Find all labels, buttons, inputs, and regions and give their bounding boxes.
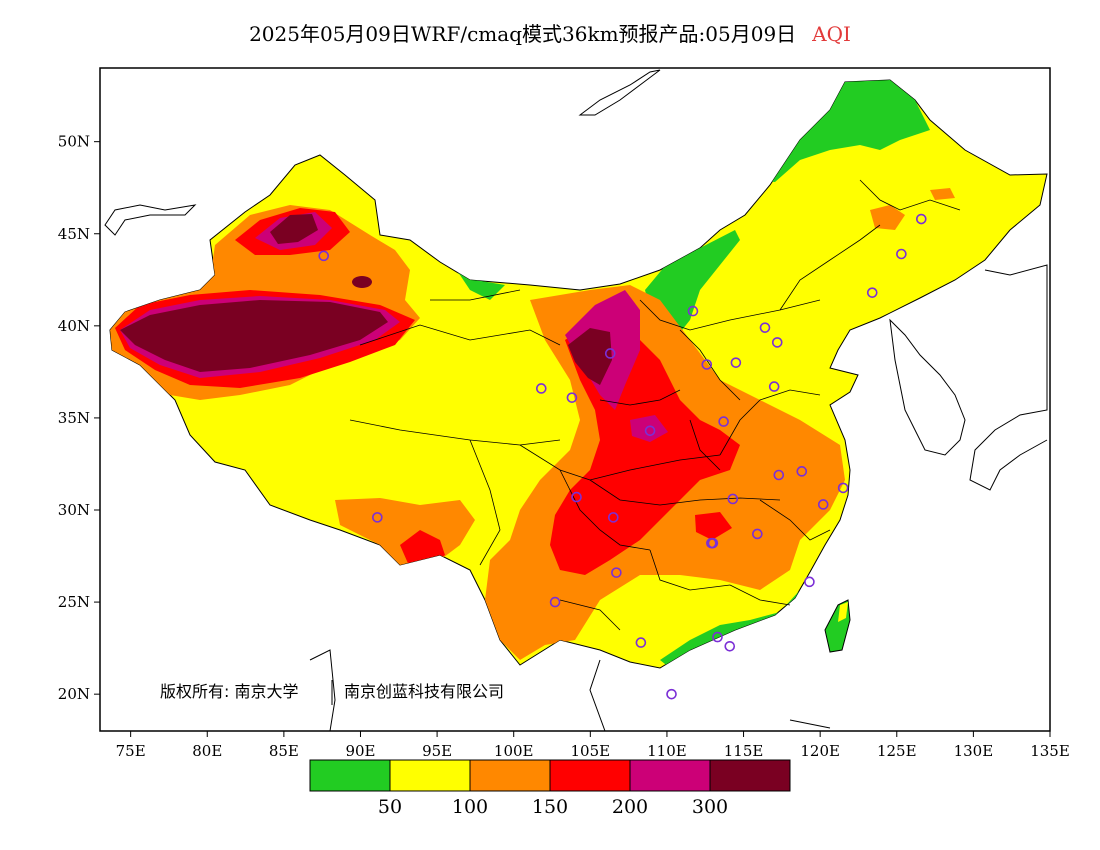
y-tick-label: 30N xyxy=(58,501,90,519)
copyright-part1: 版权所有: 南京大学 xyxy=(160,682,298,701)
caspian-outline xyxy=(104,204,197,236)
station-marker xyxy=(706,537,717,549)
y-tick-label: 25N xyxy=(58,593,90,611)
copyright-part2: 南京创蓝科技有限公司 xyxy=(344,682,504,701)
x-tick-label: 95E xyxy=(422,742,452,760)
x-tick-label: 115E xyxy=(724,742,764,760)
legend-label: 200 xyxy=(612,796,648,818)
x-tick-label: 90E xyxy=(345,742,375,760)
station-marker xyxy=(837,482,849,494)
band-unhealthy-hunan xyxy=(695,512,732,540)
station-marker xyxy=(549,596,561,608)
x-tick-label: 125E xyxy=(877,742,917,760)
station-marker xyxy=(701,359,713,370)
map-content xyxy=(104,69,1048,731)
x-tick-label: 105E xyxy=(571,742,611,760)
station-marker xyxy=(771,337,783,348)
x-tick-label: 130E xyxy=(954,742,994,760)
station-marker xyxy=(866,287,878,298)
station-marker xyxy=(896,248,907,260)
y-tick-label: 50N xyxy=(58,133,90,151)
x-tick-label: 120E xyxy=(800,742,840,760)
station-marker xyxy=(796,466,808,477)
band-good-xinjiang-east xyxy=(410,240,505,300)
station-marker xyxy=(571,491,582,503)
station-marker xyxy=(712,631,723,643)
title-variable: AQI xyxy=(812,22,851,46)
x-tick-label: 100E xyxy=(494,742,534,760)
station-marker xyxy=(724,640,736,652)
y-tick-label: 45N xyxy=(58,225,90,243)
station-marker xyxy=(759,322,771,333)
band-very-unhealthy-henan xyxy=(630,415,668,442)
station-marker xyxy=(915,213,927,225)
station-marker xyxy=(752,528,763,540)
band-hazardous-taklimakan xyxy=(120,300,388,372)
legend-label: 300 xyxy=(692,796,728,818)
legend-swatch xyxy=(549,759,631,792)
aqi-legend: 50 100 150 200 300 xyxy=(309,759,791,818)
station-marker xyxy=(566,392,578,403)
taiwan-inner xyxy=(838,602,848,622)
station-marker xyxy=(817,499,829,510)
map-frame xyxy=(99,67,1051,732)
station-marker xyxy=(727,493,739,505)
legend-label: 150 xyxy=(532,796,568,818)
legend-swatch xyxy=(309,759,391,792)
legend-label: 50 xyxy=(378,796,402,818)
title-text: 2025年05月09日WRF/cmaq模式36km预报产品:05月09日 xyxy=(249,22,797,46)
legend-swatch xyxy=(389,759,471,792)
station-marker xyxy=(666,688,677,700)
station-marker xyxy=(608,512,619,523)
legend-swatch xyxy=(709,759,791,792)
station-markers xyxy=(318,213,927,700)
legend-swatch xyxy=(629,759,711,792)
province-boundaries xyxy=(349,179,961,631)
band-hazardous-spot xyxy=(352,276,372,288)
station-marker xyxy=(768,381,780,392)
station-marker xyxy=(773,469,785,481)
band-sensitive-ne2 xyxy=(930,188,955,200)
x-axis: 75E 80E 85E 90E 95E 100E 105E 110E 115E 120E 125E 1… xyxy=(116,731,1070,760)
x-tick-label: 135E xyxy=(1030,742,1070,760)
band-good-south-coast xyxy=(660,575,810,668)
japan-outline xyxy=(969,264,1048,491)
legend-label: 100 xyxy=(452,796,488,818)
station-marker xyxy=(804,576,815,588)
station-marker xyxy=(644,425,656,437)
x-tick-label: 110E xyxy=(647,742,687,760)
page-title: 2025年05月09日WRF/cmaq模式36km预报产品:05月09日 AQI xyxy=(0,18,1100,47)
korea-outline xyxy=(889,318,966,456)
station-marker xyxy=(718,416,729,427)
band-hazardous-north-xj xyxy=(270,214,318,244)
station-marker xyxy=(372,512,383,523)
legend-swatch xyxy=(469,759,551,792)
aqi-bands xyxy=(110,80,955,668)
band-sensitive-northeast xyxy=(870,205,905,230)
station-marker xyxy=(604,348,616,359)
indochina-outline xyxy=(309,649,831,731)
band-hazardous-ordos xyxy=(568,328,612,385)
y-tick-label: 20N xyxy=(58,685,90,703)
station-marker xyxy=(635,637,647,648)
y-axis: 20N 25N 30N 35N 40N 45N 50N xyxy=(58,133,100,703)
x-tick-label: 75E xyxy=(116,742,146,760)
y-tick-label: 35N xyxy=(58,409,90,427)
y-tick-label: 40N xyxy=(58,317,90,335)
station-marker xyxy=(611,567,622,578)
band-good-northeast xyxy=(755,80,930,182)
x-tick-label: 80E xyxy=(192,742,222,760)
sakhalin-outline xyxy=(578,69,661,116)
station-marker xyxy=(318,250,330,262)
x-tick-label: 85E xyxy=(269,742,299,760)
station-marker xyxy=(687,305,699,317)
station-marker xyxy=(730,357,742,368)
station-marker xyxy=(535,383,547,394)
